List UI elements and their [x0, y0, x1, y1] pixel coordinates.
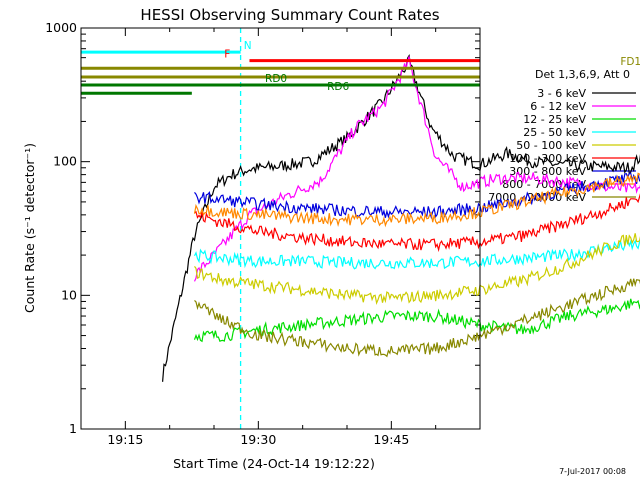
- series-line-3: [193, 239, 640, 270]
- flag-label: F: [224, 49, 230, 61]
- x-tick-label: 19:45: [373, 432, 409, 447]
- legend-label: 300 - 800 keV: [509, 165, 586, 178]
- flag-label: RD0: [265, 73, 287, 85]
- series-group: [162, 54, 640, 382]
- legend-label: 50 - 100 keV: [516, 139, 586, 152]
- legend-title: Det 1,3,6,9, Att 0: [535, 68, 630, 81]
- legend-label: 3 - 6 keV: [537, 87, 586, 100]
- x-axis-ticks: 19:15 19:30 19:45: [80, 28, 481, 447]
- legend-label: 12 - 25 keV: [523, 113, 586, 126]
- flag-label: N: [244, 40, 252, 52]
- flag-label: RD6: [327, 81, 349, 93]
- y-tick-label: 1000: [45, 20, 77, 35]
- plot-frame: [80, 27, 481, 430]
- footer-date: 7-Jul-2017 00:08: [559, 467, 626, 476]
- legend-label: 25 - 50 keV: [523, 126, 586, 139]
- x-tick-label: 19:15: [107, 432, 143, 447]
- flag-label: FD1: [620, 56, 640, 68]
- series-line-1: [193, 56, 640, 282]
- y-axis-ticks: 1 10 100 1000: [45, 20, 480, 436]
- legend-label: 6 - 12 keV: [530, 100, 586, 113]
- series-line-4: [194, 233, 640, 306]
- y-tick-label: 100: [53, 154, 77, 169]
- y-tick-label: 1: [69, 421, 77, 436]
- series-line-7: [193, 172, 640, 228]
- y-tick-label: 10: [61, 287, 77, 302]
- x-tick-label: 19:30: [240, 432, 276, 447]
- series-line-0: [162, 54, 640, 382]
- y-axis-label: Count Rate (s⁻¹ detector⁻¹): [22, 143, 37, 313]
- series-line-2: [193, 298, 640, 343]
- x-axis-label: Start Time (24-Oct-14 19:12:22): [173, 456, 375, 471]
- chart-title: HESSI Observing Summary Count Rates: [140, 6, 439, 24]
- flag-bars: NFSFD1FD2RD0RD6: [81, 40, 640, 95]
- series-line-5: [194, 193, 640, 253]
- series-line-8: [194, 278, 640, 358]
